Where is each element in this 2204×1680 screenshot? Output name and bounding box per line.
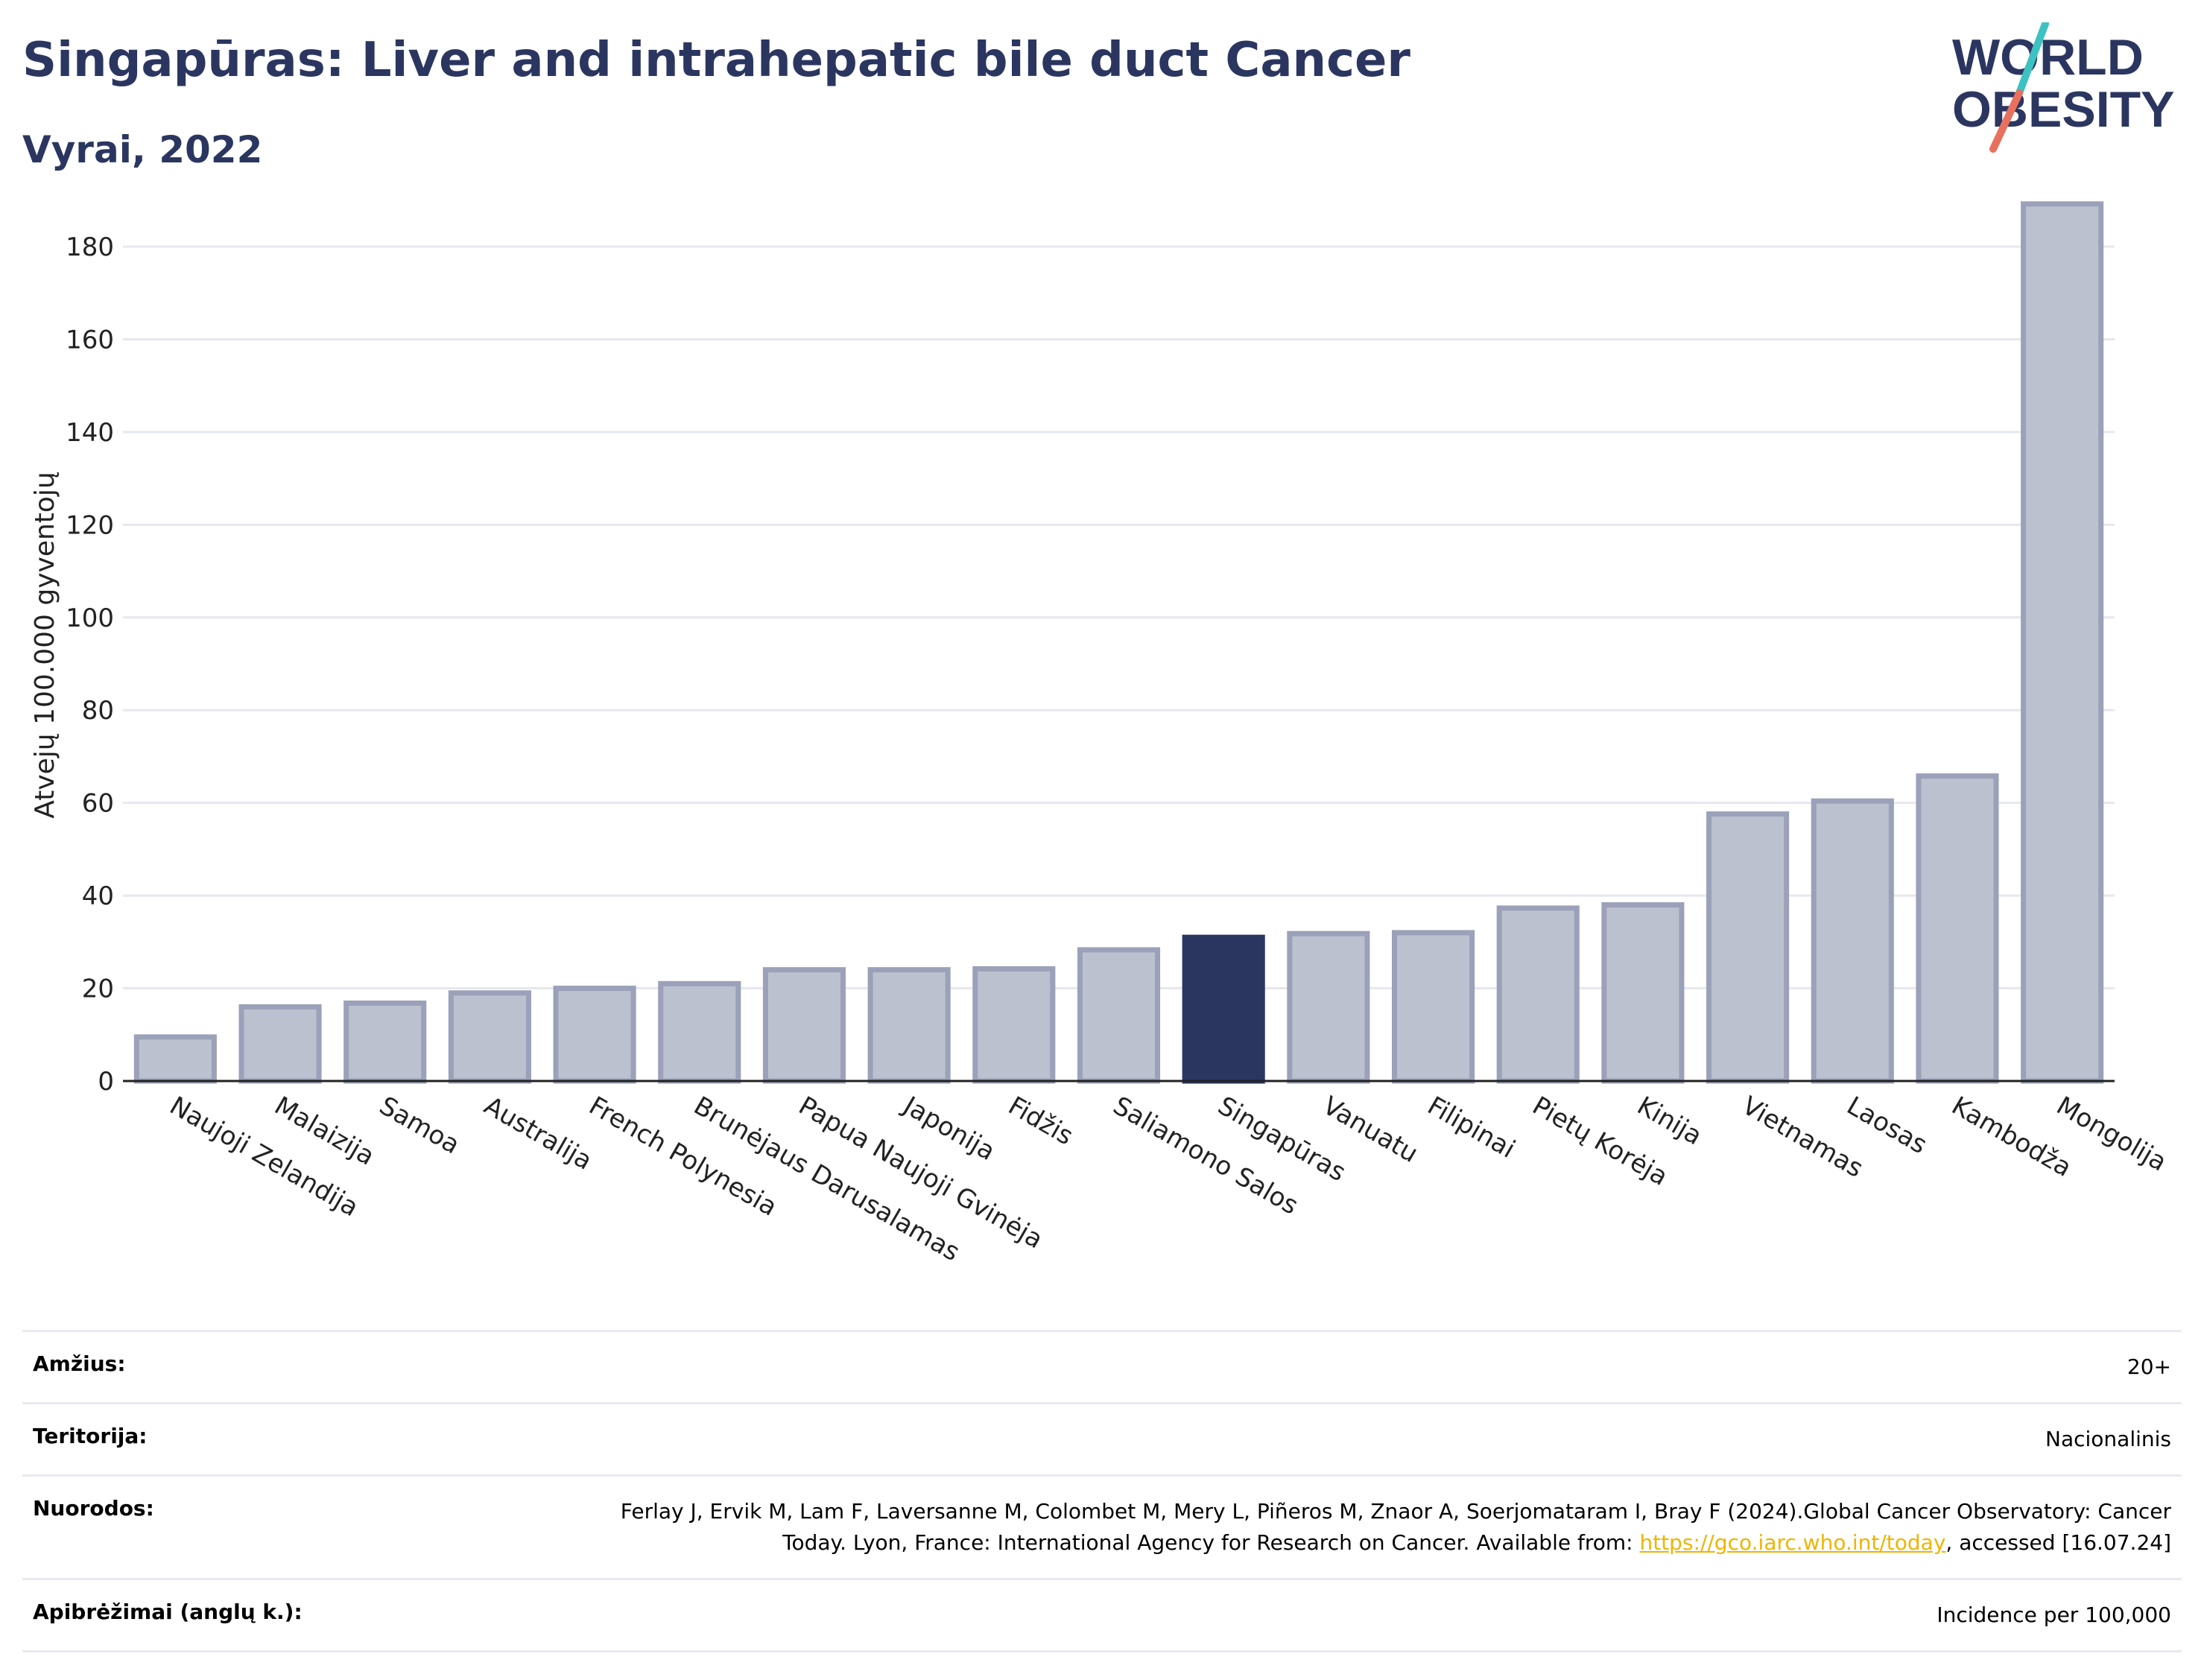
territory-label: Teritorija:	[33, 1424, 148, 1448]
references-label: Nuorodos:	[33, 1496, 154, 1521]
x-tick-label: Kambodža	[1946, 1091, 2076, 1183]
bar	[1811, 798, 1894, 1084]
y-tick-label: 180	[66, 232, 114, 262]
y-axis-ticks: 0 20 40 60 80 100 120 140 160 180	[66, 232, 114, 1097]
y-tick-label: 160	[66, 325, 114, 355]
bar-highlight	[1182, 934, 1265, 1084]
references-accessed: , accessed [16.07.24]	[1945, 1530, 2171, 1555]
bar	[972, 966, 1056, 1084]
bar	[343, 1000, 427, 1084]
chart-title: Singapūras: Liver and intrahepatic bile …	[22, 33, 1410, 88]
bar	[1077, 947, 1161, 1084]
bar	[2021, 201, 2104, 1084]
info-row-definitions: Apibrėžimai (anglų k.): Incidence per 10…	[22, 1578, 2182, 1652]
bar	[1916, 773, 1999, 1084]
bar	[1287, 931, 1370, 1084]
y-tick-label: 60	[82, 789, 114, 819]
bars	[133, 201, 2104, 1084]
bar	[1601, 902, 1685, 1084]
bar	[553, 986, 636, 1084]
x-tick-label: Kinija	[1632, 1091, 1707, 1151]
territory-value: Nacionalinis	[2045, 1427, 2171, 1451]
x-tick-label: French Polynesia	[584, 1091, 782, 1223]
logo-slash-coral	[1989, 89, 2023, 153]
info-table: Amžius: 20+ Teritorija: Nacionalinis Nuo…	[22, 1330, 2182, 1652]
chart-subtitle: Vyrai, 2022	[22, 128, 263, 171]
bar	[1496, 905, 1580, 1084]
y-axis-label: Atvejų 100.000 gyventojų	[30, 472, 60, 819]
logo-text-obesity: OBESITY	[1952, 81, 2175, 138]
bar	[762, 967, 846, 1084]
x-tick-label: Saliamono Salos	[1108, 1091, 1303, 1220]
x-tick-label: Samoa	[374, 1091, 464, 1160]
definitions-label: Apibrėžimai (anglų k.):	[33, 1600, 303, 1624]
info-row-territory: Teritorija: Nacionalinis	[22, 1402, 2182, 1474]
y-tick-label: 120	[66, 510, 114, 540]
logo-text-world: WORLD	[1952, 29, 2144, 86]
world-obesity-logo: WORLD OBESITY	[1952, 22, 2175, 153]
references-text: Ferlay J, Ervik M, Lam F, Laversanne M, …	[620, 1499, 2171, 1555]
bar	[1391, 930, 1475, 1084]
y-tick-label: 80	[82, 696, 114, 726]
bar-chart: 0 20 40 60 80 100 120 140 160 180 Naujoji Zelandi…	[30, 201, 2172, 1267]
x-tick-label: Australija	[479, 1091, 597, 1176]
bar	[658, 980, 741, 1084]
info-row-references: Nuorodos: Ferlay J, Ervik M, Lam F, Lave…	[22, 1474, 2182, 1578]
bar	[133, 1034, 217, 1084]
definitions-value: Incidence per 100,000	[1937, 1603, 2171, 1627]
y-tick-label: 140	[66, 418, 114, 448]
info-row-age: Amžius: 20+	[22, 1330, 2182, 1402]
x-tick-label: Fidžis	[1003, 1091, 1078, 1151]
bar	[238, 1004, 322, 1084]
x-tick-label: Naujoji Zelandija	[165, 1091, 364, 1223]
references-link[interactable]: https://gco.iarc.who.int/today	[1639, 1530, 1946, 1555]
bar	[448, 990, 531, 1084]
age-label: Amžius:	[33, 1351, 126, 1376]
age-value: 20+	[2127, 1354, 2171, 1379]
y-tick-label: 40	[82, 881, 114, 911]
references-value: Ferlay J, Ervik M, Lam F, Laversanne M, …	[569, 1496, 2171, 1559]
y-tick-label: 20	[82, 974, 114, 1004]
y-tick-label: 0	[98, 1067, 114, 1097]
y-tick-label: 100	[66, 603, 114, 633]
bar	[867, 967, 951, 1084]
x-tick-label: Filipinai	[1422, 1091, 1520, 1164]
bar	[1706, 811, 1790, 1084]
logo-slash-teal	[2015, 22, 2049, 97]
